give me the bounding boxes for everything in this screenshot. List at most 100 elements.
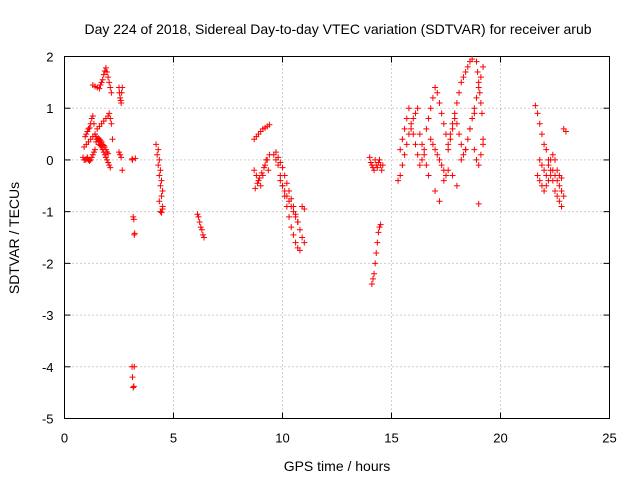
data-point — [254, 180, 261, 187]
data-point — [445, 141, 452, 148]
data-point — [374, 164, 381, 171]
data-point — [109, 136, 116, 143]
data-point — [288, 203, 295, 210]
data-point — [89, 112, 96, 119]
data-point — [427, 105, 434, 112]
data-point — [412, 141, 419, 148]
data-point — [277, 177, 284, 184]
data-point — [292, 213, 299, 220]
data-point — [414, 151, 421, 158]
data-point — [301, 239, 308, 246]
data-point — [86, 124, 93, 131]
data-point — [158, 177, 165, 184]
data-point — [377, 221, 384, 228]
x-tick-label: 0 — [61, 431, 68, 446]
data-point — [471, 146, 478, 153]
data-point — [477, 100, 484, 107]
data-point — [401, 151, 408, 158]
data-point — [279, 182, 286, 189]
data-point — [102, 146, 109, 153]
data-point — [296, 247, 303, 254]
data-point — [105, 150, 112, 157]
x-axis-label: GPS time / hours — [284, 458, 391, 474]
data-point — [119, 84, 126, 91]
y-axis-label: SDTVAR / TECUs — [6, 182, 22, 294]
data-point — [397, 146, 404, 153]
data-point — [469, 56, 476, 63]
data-point — [104, 69, 111, 76]
chart-title: Day 224 of 2018, Sidereal Day-to-day VTE… — [84, 21, 591, 37]
data-point — [102, 64, 109, 71]
data-point — [425, 172, 432, 179]
data-point — [440, 120, 447, 127]
data-point — [432, 84, 439, 91]
data-point — [253, 172, 260, 179]
data-point — [447, 136, 454, 143]
data-point — [552, 187, 558, 194]
y-tick-label: -2 — [42, 256, 54, 271]
data-point — [414, 105, 421, 112]
data-point — [541, 187, 548, 194]
data-point — [92, 146, 99, 153]
data-point — [266, 121, 273, 128]
data-point — [82, 133, 89, 140]
data-point — [536, 177, 543, 184]
data-point — [436, 100, 443, 107]
data-point — [480, 63, 487, 70]
data-point — [90, 120, 97, 127]
data-point — [556, 198, 563, 205]
data-point — [416, 131, 423, 138]
data-point — [290, 208, 297, 215]
data-point — [199, 231, 206, 238]
data-point — [102, 154, 109, 161]
data-point — [107, 164, 114, 171]
data-point — [458, 156, 465, 163]
data-point — [429, 141, 436, 148]
y-tick-label: 2 — [46, 50, 53, 65]
data-point — [536, 120, 543, 127]
data-point — [480, 136, 487, 143]
data-point — [429, 94, 436, 101]
data-point — [197, 224, 204, 231]
data-point — [408, 120, 415, 127]
data-point — [259, 172, 266, 179]
data-point — [368, 281, 375, 288]
data-point — [116, 149, 122, 156]
data-point — [405, 105, 412, 112]
y-tick-label: -5 — [42, 412, 54, 427]
data-point — [85, 125, 92, 132]
data-point — [262, 162, 269, 169]
data-point — [257, 182, 264, 189]
plot-frame — [64, 56, 610, 419]
data-point — [399, 136, 406, 143]
data-point — [158, 209, 165, 216]
data-point — [196, 218, 203, 225]
data-point — [456, 89, 463, 96]
data-point — [458, 141, 465, 148]
data-point — [434, 151, 441, 158]
data-point — [99, 76, 106, 83]
data-point — [108, 89, 115, 96]
x-tick-label: 5 — [170, 431, 177, 446]
data-point — [460, 74, 467, 81]
data-point — [538, 131, 545, 138]
data-point — [265, 167, 272, 174]
data-point — [156, 156, 163, 163]
data-point — [451, 115, 458, 122]
data-point — [475, 200, 482, 207]
data-point — [403, 141, 410, 148]
x-tick-labels: 0 5 10 15 20 25 — [61, 431, 617, 446]
data-point — [106, 79, 113, 86]
data-point — [157, 182, 164, 189]
data-point — [432, 187, 439, 194]
data-point — [469, 115, 476, 122]
data-point — [263, 156, 270, 163]
data-point — [272, 149, 279, 156]
data-point — [98, 79, 105, 86]
data-point — [477, 74, 484, 81]
data-point — [471, 110, 478, 117]
data-point — [543, 172, 550, 179]
data-point — [84, 128, 91, 135]
data-point — [471, 105, 478, 112]
data-point — [118, 154, 125, 161]
